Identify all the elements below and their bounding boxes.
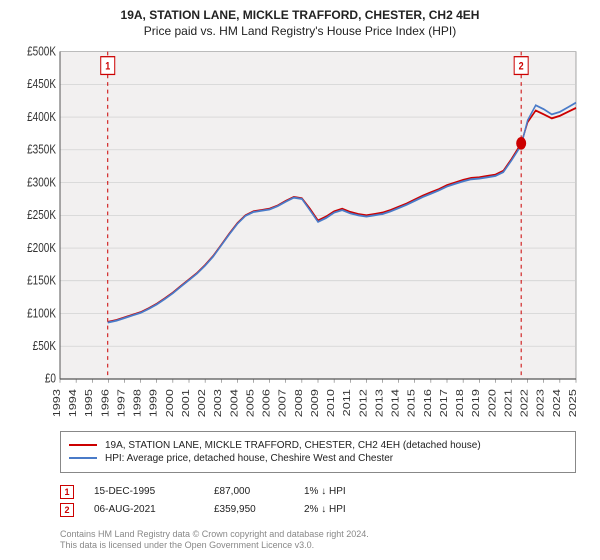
footer-line: Contains HM Land Registry data © Crown c…	[60, 529, 576, 541]
event-date: 06-AUG-2021	[94, 504, 194, 515]
svg-text:2009: 2009	[310, 389, 321, 417]
svg-text:1993: 1993	[52, 389, 63, 417]
svg-text:2002: 2002	[197, 389, 208, 417]
legend-item: 19A, STATION LANE, MICKLE TRAFFORD, CHES…	[69, 440, 567, 451]
svg-text:£350K: £350K	[27, 144, 56, 157]
svg-text:2006: 2006	[262, 389, 273, 417]
chart-subtitle: Price paid vs. HM Land Registry's House …	[12, 24, 588, 38]
svg-text:2020: 2020	[487, 389, 498, 417]
svg-text:2017: 2017	[439, 389, 450, 417]
chart-svg: £0 £50K £100K £150K £200K £250K £300K £350K £400…	[12, 44, 588, 425]
svg-text:2: 2	[519, 60, 524, 72]
event-price: £87,000	[214, 486, 284, 497]
svg-text:2024: 2024	[552, 388, 563, 417]
event-diff: 2% ↓ HPI	[304, 504, 384, 515]
legend-item: HPI: Average price, detached house, Ches…	[69, 453, 567, 464]
svg-text:2016: 2016	[423, 389, 434, 417]
svg-text:£450K: £450K	[27, 78, 56, 91]
legend-label: HPI: Average price, detached house, Ches…	[105, 453, 393, 464]
svg-text:2023: 2023	[536, 389, 547, 417]
svg-text:£50K: £50K	[33, 340, 57, 353]
svg-text:£150K: £150K	[27, 275, 56, 288]
event-num: 1	[64, 487, 69, 497]
svg-text:£200K: £200K	[27, 242, 56, 255]
chart-container: 19A, STATION LANE, MICKLE TRAFFORD, CHES…	[0, 0, 600, 560]
svg-text:2014: 2014	[391, 388, 402, 417]
legend-swatch	[69, 444, 97, 446]
svg-text:1997: 1997	[117, 389, 128, 417]
svg-text:1999: 1999	[149, 389, 160, 417]
legend-box: 19A, STATION LANE, MICKLE TRAFFORD, CHES…	[60, 431, 576, 473]
svg-text:£400K: £400K	[27, 111, 56, 124]
svg-text:2025: 2025	[568, 389, 579, 417]
svg-text:2001: 2001	[181, 389, 192, 417]
svg-text:1994: 1994	[68, 388, 79, 417]
event-num: 2	[64, 505, 69, 515]
svg-text:2021: 2021	[504, 389, 515, 417]
svg-text:2018: 2018	[455, 389, 466, 417]
chart-title: 19A, STATION LANE, MICKLE TRAFFORD, CHES…	[12, 8, 588, 22]
svg-text:2010: 2010	[326, 389, 337, 417]
svg-text:2005: 2005	[246, 389, 257, 417]
event-marker: 2	[60, 503, 74, 517]
svg-text:2011: 2011	[342, 389, 353, 416]
event-marker: 1	[60, 485, 74, 499]
event-diff: 1% ↓ HPI	[304, 486, 384, 497]
svg-text:1995: 1995	[84, 389, 95, 417]
svg-text:2019: 2019	[471, 389, 482, 417]
svg-text:£250K: £250K	[27, 209, 56, 222]
svg-text:2004: 2004	[229, 388, 240, 417]
svg-text:2000: 2000	[165, 389, 176, 417]
event-row: 2 06-AUG-2021 £359,950 2% ↓ HPI	[60, 503, 576, 517]
svg-text:£100K: £100K	[27, 307, 56, 320]
event-price: £359,950	[214, 504, 284, 515]
svg-text:1996: 1996	[100, 389, 111, 417]
footer-line: This data is licensed under the Open Gov…	[60, 540, 576, 552]
event-row: 1 15-DEC-1995 £87,000 1% ↓ HPI	[60, 485, 576, 499]
svg-text:£500K: £500K	[27, 45, 56, 58]
svg-text:2022: 2022	[520, 389, 531, 417]
svg-text:2013: 2013	[375, 389, 386, 417]
svg-text:1: 1	[105, 60, 110, 72]
chart-plot-area: £0 £50K £100K £150K £200K £250K £300K £350K £400…	[12, 44, 588, 425]
svg-text:1998: 1998	[133, 389, 144, 417]
legend-swatch	[69, 457, 97, 459]
svg-text:£300K: £300K	[27, 176, 56, 189]
footer-attribution: Contains HM Land Registry data © Crown c…	[60, 529, 576, 552]
svg-text:2003: 2003	[213, 389, 224, 417]
events-table: 1 15-DEC-1995 £87,000 1% ↓ HPI 2 06-AUG-…	[60, 481, 576, 521]
legend-label: 19A, STATION LANE, MICKLE TRAFFORD, CHES…	[105, 440, 481, 451]
svg-text:2007: 2007	[278, 389, 289, 417]
title-block: 19A, STATION LANE, MICKLE TRAFFORD, CHES…	[12, 8, 588, 38]
svg-text:2012: 2012	[358, 389, 369, 417]
svg-text:2015: 2015	[407, 389, 418, 417]
event-date: 15-DEC-1995	[94, 486, 194, 497]
svg-text:£0: £0	[45, 373, 56, 386]
svg-text:2008: 2008	[294, 389, 305, 417]
